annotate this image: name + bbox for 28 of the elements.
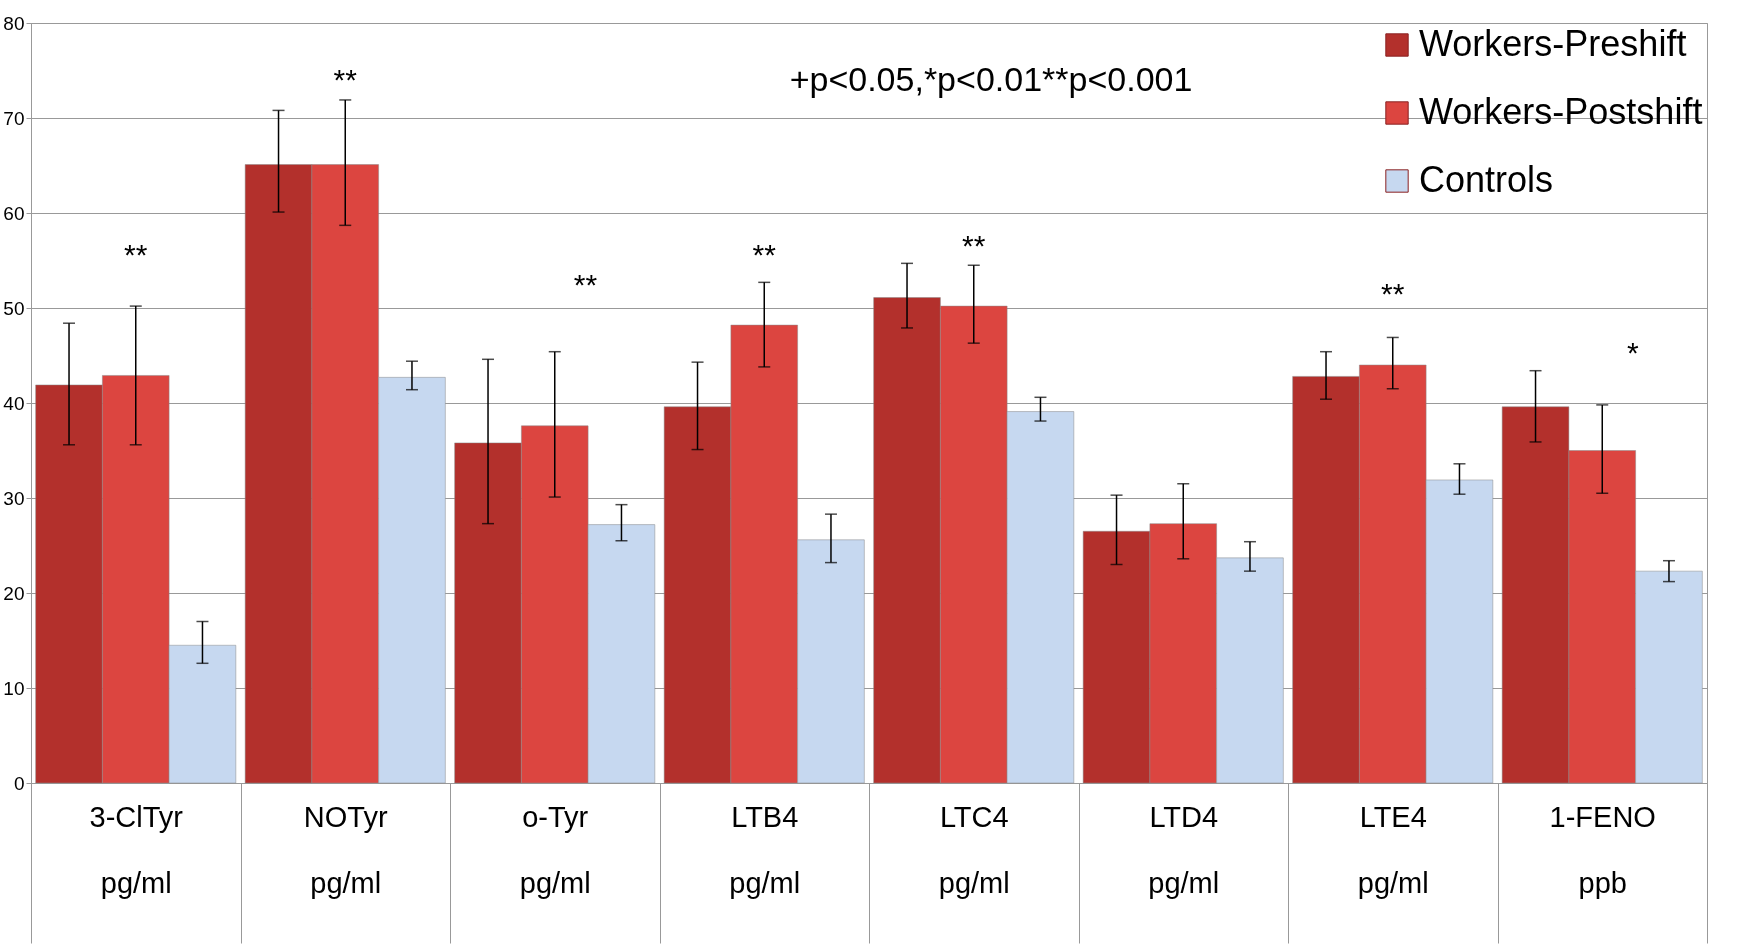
legend-label: Workers-Preshift xyxy=(1419,23,1687,64)
y-tick-label: 40 xyxy=(3,392,25,414)
x-tick-label: LTB4 pg/ml xyxy=(729,800,801,899)
annotation: ** xyxy=(573,267,598,301)
legend-label: Controls xyxy=(1419,159,1554,200)
annotation: ** xyxy=(962,228,986,262)
x-tick-label: LTE4 pg/ml xyxy=(1357,800,1429,899)
annotation: * xyxy=(1627,335,1640,369)
x-tick-label: NOTyr pg/ml xyxy=(303,800,388,899)
legend-label: Workers-Postshift xyxy=(1419,91,1703,132)
annotation: ** xyxy=(333,63,358,97)
x-tick-label: LTC4 pg/ml xyxy=(938,800,1010,899)
y-tick-label: 10 xyxy=(3,677,25,699)
annotation: ** xyxy=(124,238,148,272)
annotation: +p<0.05,*p<0.01**p<0.001 xyxy=(789,60,1193,98)
y-tick-label: 80 xyxy=(3,12,25,34)
y-tick-label: 30 xyxy=(3,487,25,509)
y-tick-label: 50 xyxy=(3,297,25,319)
x-tick-label: 1-FENO ppb xyxy=(1549,800,1656,899)
y-tick-label: 60 xyxy=(3,202,25,224)
y-tick-label: 20 xyxy=(3,582,25,604)
x-tick-label: 3-ClTyr pg/ml xyxy=(89,800,184,899)
annotation: ** xyxy=(1381,277,1405,311)
x-tick-label: o-Tyr pg/ml xyxy=(519,800,591,899)
annotation: ** xyxy=(752,238,777,272)
y-tick-label: 70 xyxy=(3,107,25,129)
x-tick-label: LTD4 pg/ml xyxy=(1148,800,1220,899)
y-tick-label: 0 xyxy=(13,772,25,794)
